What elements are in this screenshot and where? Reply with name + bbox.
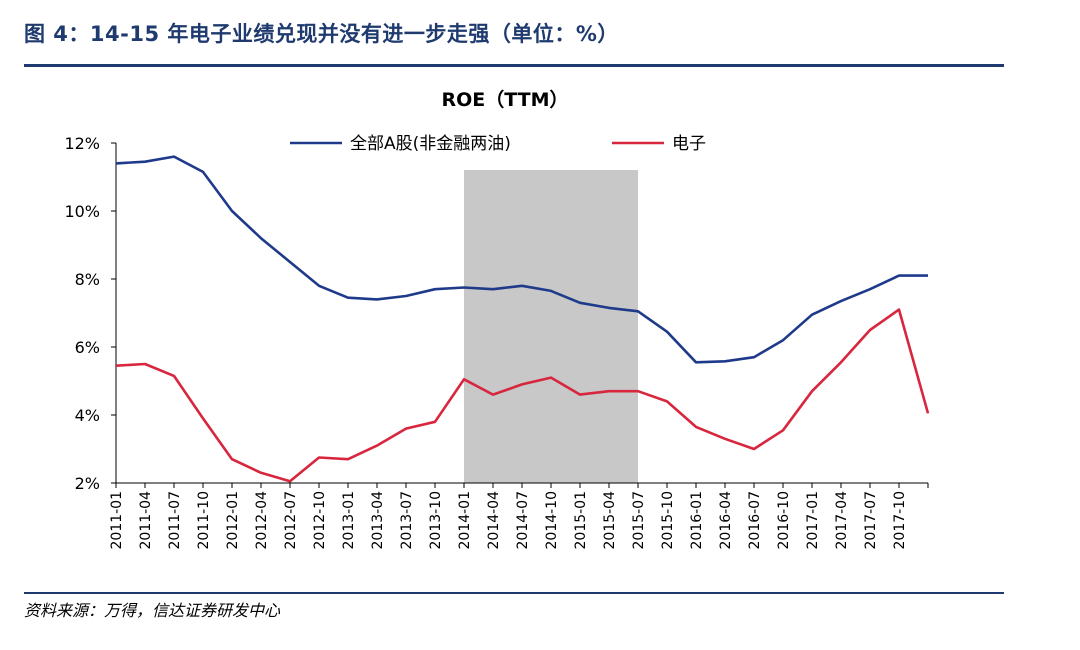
y-tick-label: 6% bbox=[75, 338, 100, 357]
y-tick-label: 8% bbox=[75, 270, 100, 289]
figure-title: 图 4：14-15 年电子业绩兑现并没有进一步走强（单位：%） bbox=[24, 22, 619, 46]
x-tick-label: 2015-07 bbox=[631, 491, 647, 550]
x-tick-label: 2011-10 bbox=[196, 491, 212, 550]
x-tick-label: 2015-01 bbox=[573, 491, 589, 550]
legend-label-2: 电子 bbox=[672, 134, 706, 154]
x-tick-label: 2017-07 bbox=[863, 491, 879, 550]
source-note: 资料来源：万得，信达证券研发中心 bbox=[24, 601, 281, 620]
x-tick-label: 2014-10 bbox=[544, 491, 560, 550]
x-tick-label: 2016-10 bbox=[776, 491, 792, 550]
x-tick-label: 2017-10 bbox=[892, 491, 908, 550]
x-tick-label: 2017-01 bbox=[805, 491, 821, 550]
x-tick-label: 2016-04 bbox=[718, 491, 734, 550]
x-tick-label: 2016-07 bbox=[747, 491, 763, 550]
x-tick-label: 2012-07 bbox=[283, 491, 299, 550]
y-tick-label: 2% bbox=[75, 474, 100, 493]
x-tick-label: 2013-10 bbox=[428, 491, 444, 550]
x-tick-label: 2013-01 bbox=[341, 491, 357, 550]
series-line-1 bbox=[115, 155, 928, 364]
x-tick-label: 2012-01 bbox=[225, 491, 241, 550]
roe-line-chart: ROE（TTM） 2% 4% 6% 8% 10% 12% 2011-01 2011-04 201… bbox=[64, 88, 930, 550]
x-tick-label: 2015-04 bbox=[602, 491, 618, 550]
legend-label-1: 全部A股(非金融两油) bbox=[350, 134, 511, 154]
x-tick-label: 2013-04 bbox=[370, 491, 386, 550]
x-tick-label: 2016-01 bbox=[689, 491, 705, 550]
x-tick-label: 2014-04 bbox=[486, 491, 502, 550]
axes: 2% 4% 6% 8% 10% 12% 2011-01 2011-04 2011-07 2011-… bbox=[64, 134, 929, 550]
legend: 全部A股(非金融两油) 电子 bbox=[290, 134, 706, 154]
series-layer bbox=[115, 155, 930, 483]
x-tick-label: 2011-07 bbox=[167, 491, 183, 550]
source-rule bbox=[24, 592, 1004, 594]
x-tick-label: 2012-04 bbox=[254, 491, 270, 550]
x-tick-label: 2011-01 bbox=[109, 491, 125, 550]
y-tick-label: 12% bbox=[64, 134, 100, 153]
chart-title: ROE（TTM） bbox=[441, 88, 568, 111]
y-tick-label: 10% bbox=[64, 202, 100, 221]
shaded-period bbox=[464, 170, 638, 483]
x-tick-label: 2014-01 bbox=[457, 491, 473, 550]
x-tick-label: 2013-07 bbox=[399, 491, 415, 550]
x-tick-label: 2017-04 bbox=[834, 491, 850, 550]
y-tick-label: 4% bbox=[75, 406, 100, 425]
shaded-region-layer bbox=[464, 170, 638, 483]
x-tick-label: 2012-10 bbox=[312, 491, 328, 550]
series-line-2 bbox=[115, 308, 930, 483]
x-tick-label: 2015-10 bbox=[660, 491, 676, 550]
x-tick-label: 2014-07 bbox=[515, 491, 531, 550]
x-tick-label: 2011-04 bbox=[138, 491, 154, 550]
title-rule bbox=[24, 64, 1004, 67]
